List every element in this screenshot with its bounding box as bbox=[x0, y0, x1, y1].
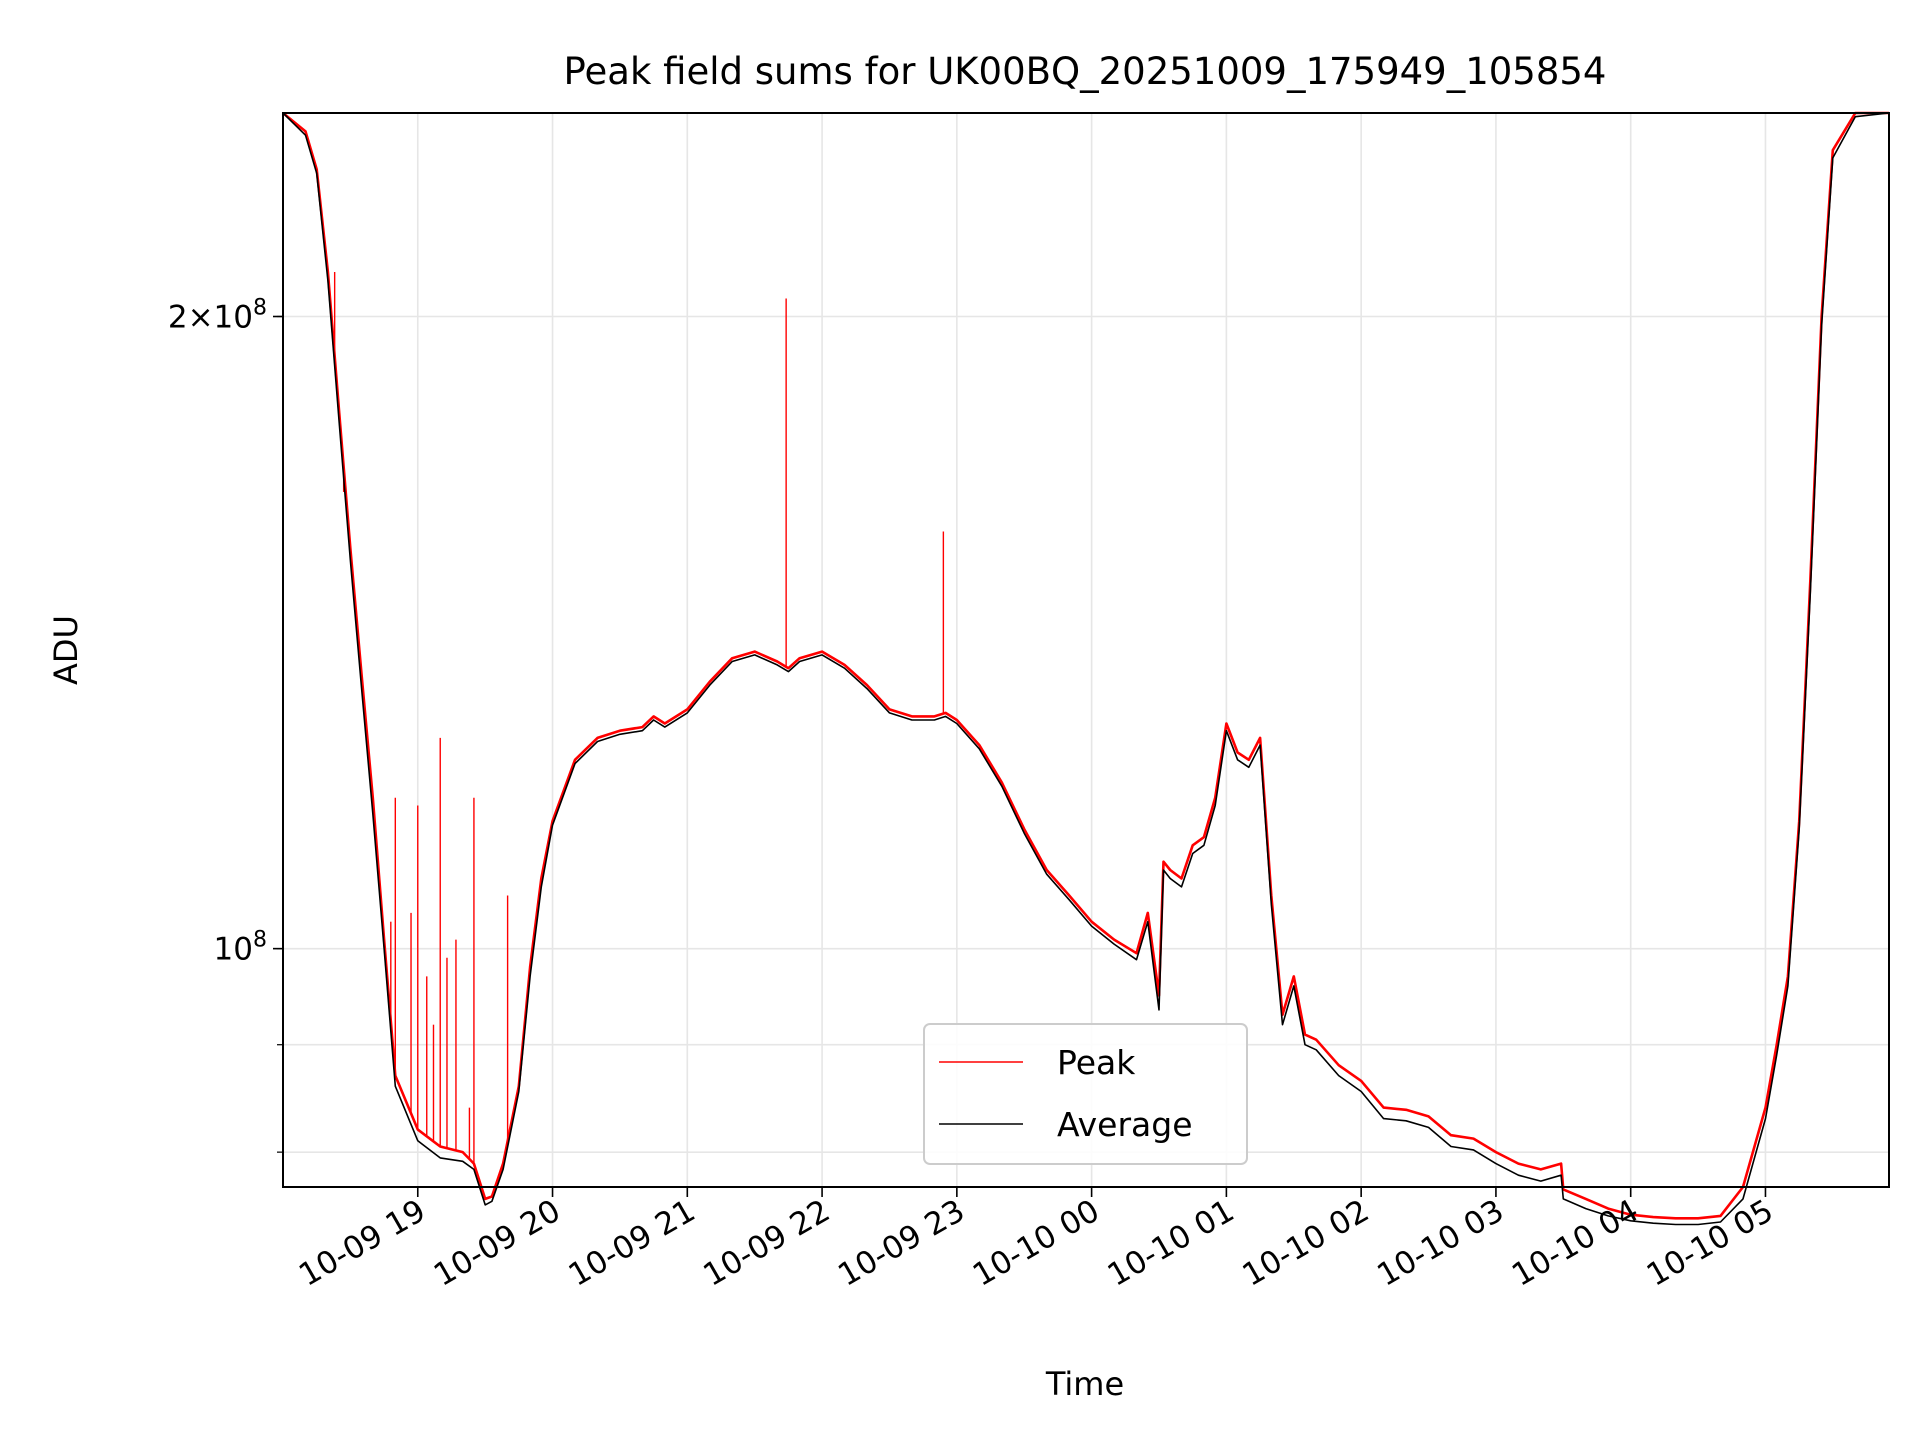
y-axis-ticks: 108 2×108 bbox=[168, 296, 283, 1153]
grid bbox=[283, 113, 1889, 1187]
x-axis-label: Time bbox=[1045, 1365, 1124, 1403]
plot-frame bbox=[282, 112, 1890, 1188]
series-layer bbox=[282, 111, 1890, 1226]
legend-box bbox=[923, 1023, 1248, 1165]
chart-title: Peak field sums for UK00BQ_20251009_1759… bbox=[564, 50, 1607, 93]
y-tick-label: 108 bbox=[214, 928, 267, 968]
legend-peak-label: Peak bbox=[1057, 1043, 1136, 1082]
average-series-line bbox=[282, 112, 1890, 1226]
peak-series-line bbox=[282, 111, 1889, 1220]
y-tick-label: 2×108 bbox=[168, 296, 267, 336]
legend: Peak Average bbox=[923, 1023, 1248, 1165]
y-axis-label: ADU bbox=[47, 615, 85, 685]
legend-average-label: Average bbox=[1057, 1105, 1193, 1144]
